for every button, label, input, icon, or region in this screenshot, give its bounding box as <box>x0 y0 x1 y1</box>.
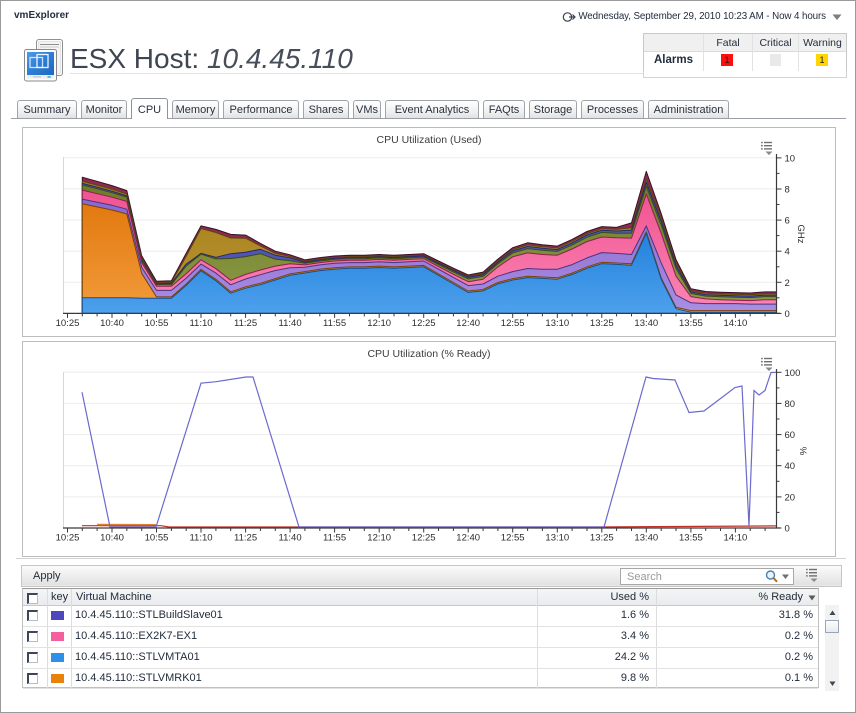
svg-text:12:25: 12:25 <box>412 318 436 329</box>
svg-text:12:10: 12:10 <box>367 318 391 329</box>
svg-text:8: 8 <box>785 185 790 196</box>
svg-text:11:25: 11:25 <box>234 533 257 544</box>
svg-text:11:55: 11:55 <box>323 533 346 544</box>
svg-text:11:40: 11:40 <box>279 533 302 544</box>
svg-text:0: 0 <box>785 524 790 535</box>
svg-text:11:10: 11:10 <box>189 318 212 329</box>
svg-text:14:10: 14:10 <box>724 533 748 544</box>
svg-text:13:40: 13:40 <box>634 318 658 329</box>
svg-text:4: 4 <box>785 247 790 258</box>
svg-text:10:55: 10:55 <box>145 318 169 329</box>
svg-text:CPU Utilization (% Ready): CPU Utilization (% Ready) <box>367 348 490 360</box>
svg-text:12:25: 12:25 <box>412 533 436 544</box>
svg-text:14:10: 14:10 <box>724 318 748 329</box>
svg-text:60: 60 <box>785 430 796 441</box>
svg-text:13:25: 13:25 <box>590 318 614 329</box>
svg-text:12:40: 12:40 <box>456 318 480 329</box>
svg-text:GHz: GHz <box>795 225 806 244</box>
svg-text:CPU Utilization (Used): CPU Utilization (Used) <box>376 134 481 146</box>
svg-text:12:55: 12:55 <box>501 318 525 329</box>
svg-text:11:25: 11:25 <box>234 318 257 329</box>
svg-text:2: 2 <box>785 278 790 289</box>
svg-text:10:25: 10:25 <box>56 318 80 329</box>
svg-text:12:55: 12:55 <box>501 533 525 544</box>
svg-text:40: 40 <box>785 461 796 472</box>
svg-text:10:25: 10:25 <box>56 533 80 544</box>
svg-text:12:10: 12:10 <box>367 533 391 544</box>
svg-text:100: 100 <box>785 368 801 379</box>
svg-text:10:40: 10:40 <box>100 318 124 329</box>
svg-text:%: % <box>797 447 808 456</box>
svg-text:13:55: 13:55 <box>679 533 703 544</box>
svg-text:13:10: 13:10 <box>545 318 569 329</box>
svg-text:13:25: 13:25 <box>590 533 614 544</box>
svg-text:6: 6 <box>785 216 790 227</box>
svg-text:80: 80 <box>785 399 796 410</box>
svg-text:11:40: 11:40 <box>279 318 302 329</box>
svg-text:10:40: 10:40 <box>100 533 124 544</box>
svg-text:10: 10 <box>785 153 796 164</box>
svg-text:13:40: 13:40 <box>634 533 658 544</box>
svg-text:10:55: 10:55 <box>145 533 169 544</box>
svg-text:12:40: 12:40 <box>456 533 480 544</box>
svg-text:13:55: 13:55 <box>679 318 703 329</box>
svg-text:11:55: 11:55 <box>323 318 346 329</box>
svg-text:20: 20 <box>785 492 796 503</box>
svg-text:11:10: 11:10 <box>189 533 212 544</box>
svg-text:0: 0 <box>785 309 790 320</box>
svg-text:13:10: 13:10 <box>545 533 569 544</box>
